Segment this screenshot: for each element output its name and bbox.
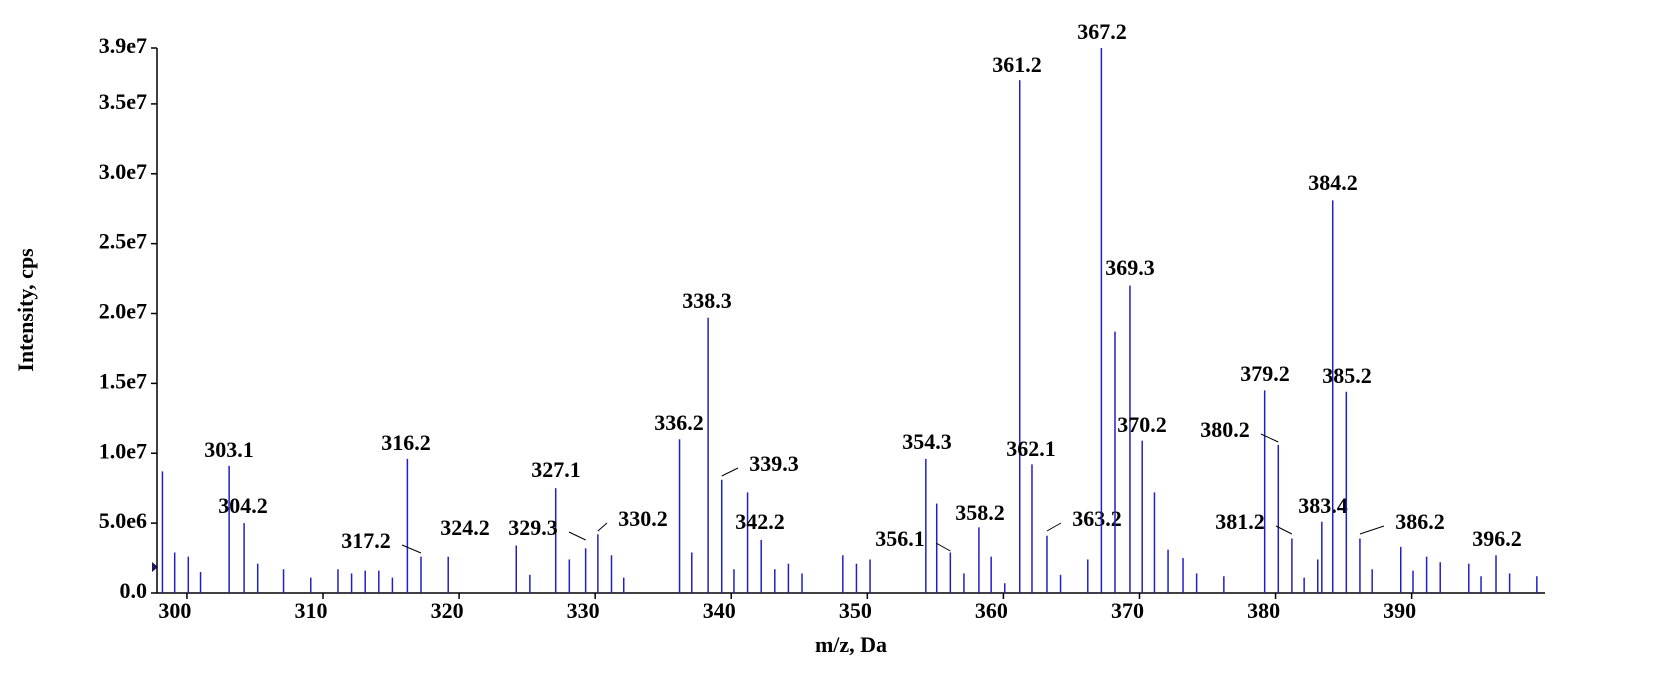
peak-label: 386.2: [1395, 509, 1445, 534]
x-tick-label: 380: [1247, 598, 1280, 623]
peak-label: 367.2: [1077, 19, 1127, 44]
x-tick-label: 340: [703, 598, 736, 623]
peak-label: 380.2: [1200, 417, 1250, 442]
peak-label: 361.2: [992, 52, 1042, 77]
peak-label: 379.2: [1240, 361, 1290, 386]
leader-line: [597, 522, 608, 532]
leader-line: [1275, 525, 1293, 535]
peak-label: 327.1: [531, 457, 581, 482]
peak-label: 356.1: [875, 526, 925, 551]
y-tick-label: 2.5e7: [99, 229, 147, 254]
y-tick-label: 1.0e7: [99, 438, 147, 463]
x-axis-label: m/z, Da: [815, 632, 887, 657]
axis-marker: [152, 562, 158, 572]
x-tick-label: 390: [1383, 598, 1416, 623]
y-tick-label: 1.5e7: [99, 368, 147, 393]
x-tick-label: 320: [431, 598, 464, 623]
leader-line: [1046, 522, 1062, 532]
y-axis-label: Intensity, cps: [13, 248, 38, 372]
peak-label: 363.2: [1072, 506, 1122, 531]
x-tick-label: 350: [839, 598, 872, 623]
peak-label: 330.2: [618, 506, 668, 531]
y-tick-label: 3.9e7: [99, 33, 147, 58]
peak-label: 338.3: [682, 288, 732, 313]
leader-line: [1359, 525, 1385, 535]
peak-label: 384.2: [1308, 170, 1358, 195]
peak-label: 369.3: [1105, 255, 1155, 280]
leader-line: [1260, 433, 1279, 443]
y-tick-label: 5.0e6: [99, 508, 147, 533]
x-tick-label: 360: [975, 598, 1008, 623]
peak-label: 336.2: [654, 410, 704, 435]
x-tick-label: 310: [295, 598, 328, 623]
peak-label: 303.1: [204, 437, 254, 462]
peak-label: 342.2: [735, 509, 785, 534]
leader-line: [568, 531, 586, 541]
peak-label: 317.2: [341, 528, 391, 553]
x-tick-label: 370: [1111, 598, 1144, 623]
y-tick-label: 3.0e7: [99, 159, 147, 184]
leader-line: [401, 544, 422, 554]
y-tick-label: 3.5e7: [99, 89, 147, 114]
x-tick-label: 330: [567, 598, 600, 623]
peak-label: 370.2: [1117, 412, 1167, 437]
leader-line: [721, 467, 739, 477]
peak-label: 358.2: [955, 500, 1005, 525]
peak-label: 329.3: [508, 515, 558, 540]
y-tick-label: 0.0: [120, 578, 148, 603]
peak-label: 383.4: [1298, 493, 1348, 518]
peak-label: 324.2: [440, 515, 490, 540]
peak-label: 316.2: [381, 430, 431, 455]
peak-label: 385.2: [1322, 363, 1372, 388]
peak-label: 381.2: [1215, 509, 1265, 534]
peak-label: 304.2: [218, 493, 268, 518]
peak-label: 396.2: [1472, 526, 1522, 551]
leader-line: [935, 542, 951, 552]
peak-label: 362.1: [1006, 436, 1056, 461]
peak-label: 339.3: [749, 451, 799, 476]
peak-label: 354.3: [902, 429, 952, 454]
y-tick-label: 2.0e7: [99, 299, 147, 324]
x-tick-label: 300: [158, 598, 191, 623]
